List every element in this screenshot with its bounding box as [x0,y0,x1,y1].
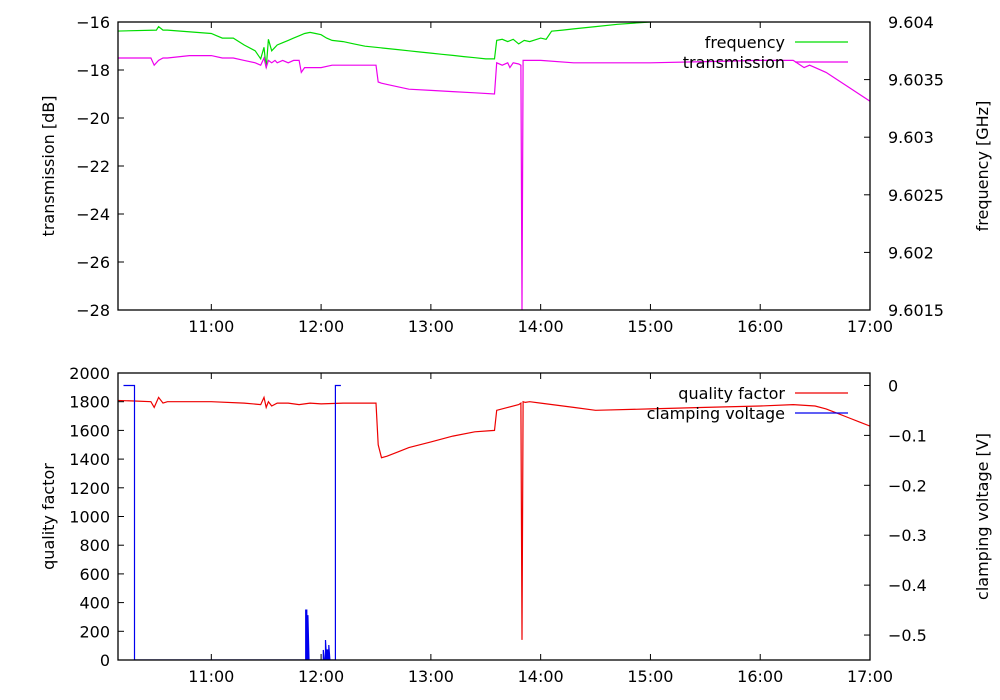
y-right-tick-label: 0 [888,376,898,395]
x-tick-label: 17:00 [847,317,893,336]
y-left-tick-label: −28 [76,301,110,320]
y-left-tick-label: −16 [76,13,110,32]
x-tick-label: 11:00 [188,667,234,686]
y-left-tick-label: 1800 [69,393,110,412]
y-left-tick-label: −24 [76,205,110,224]
y-left-tick-label: 2000 [69,364,110,383]
x-tick-label: 15:00 [627,667,673,686]
bottom-panel-quality-clamping: 11:00 12:00 13:00 14:00 15:00 16:00 17:00 0 200 4… [39,364,992,686]
x-tick-label: 15:00 [627,317,673,336]
y-right-tick-label: 9.604 [888,13,934,32]
y-right-axis-title: clamping voltage [V] [973,433,992,600]
y-right-tick-label: −0.2 [888,476,927,495]
x-tick-label: 12:00 [298,667,344,686]
y-left-tick-label: 800 [79,536,110,555]
x-tick-label: 16:00 [737,667,783,686]
y-left-tick-label: 600 [79,565,110,584]
x-tick-label: 13:00 [408,667,454,686]
y-left-tick-label: −18 [76,61,110,80]
y-left-tick-label: −22 [76,157,110,176]
y-left-tick-label: 400 [79,594,110,613]
y-right-tick-label: −0.3 [888,526,927,545]
x-tick-label: 17:00 [847,667,893,686]
y-right-tick-label: 9.6025 [888,186,944,205]
y-right-tick-label: 9.6035 [888,71,944,90]
top-panel-transmission-frequency: 11:00 12:00 13:00 14:00 15:00 16:00 17:00 −28 −2… [39,13,992,336]
legend-label-frequency: frequency [705,33,785,52]
x-tick-label: 13:00 [408,317,454,336]
y-left-tick-label: 1600 [69,421,110,440]
y-left-tick-label: 1200 [69,479,110,498]
y-right-tick-label: −0.4 [888,576,927,595]
legend-label-quality-factor: quality factor [678,384,785,403]
legend-label-clamping-voltage: clamping voltage [647,404,785,423]
x-tick-label: 12:00 [298,317,344,336]
series-line-quality-factor [118,395,870,640]
y-left-axis-title: quality factor [39,463,58,570]
y-right-tick-label: 9.6015 [888,301,944,320]
x-tick-label: 16:00 [737,317,783,336]
series-line-clamping-voltage [123,384,341,660]
y-left-axis-title: transmission [dB] [39,96,58,237]
legend-label-transmission: transmission [683,53,785,72]
x-tick-label: 14:00 [518,317,564,336]
series-line-transmission [118,54,870,310]
y-right-tick-label: −0.1 [888,426,927,445]
y-left-tick-label: −26 [76,253,110,272]
y-right-tick-label: −0.5 [888,626,927,645]
x-tick-label: 11:00 [188,317,234,336]
y-left-tick-label: 200 [79,622,110,641]
series-line-frequency [118,22,660,69]
y-left-tick-label: 0 [100,651,110,670]
y-right-axis-title: frequency [GHz] [973,101,992,232]
y-right-tick-label: 9.602 [888,243,934,262]
y-right-tick-label: 9.603 [888,128,934,147]
y-left-tick-label: 1000 [69,508,110,527]
y-left-tick-label: 1400 [69,450,110,469]
x-tick-label: 14:00 [518,667,564,686]
y-left-tick-label: −20 [76,109,110,128]
